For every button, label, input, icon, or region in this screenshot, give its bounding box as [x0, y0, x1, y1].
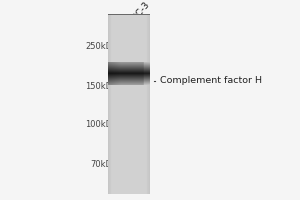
Text: Complement factor H: Complement factor H	[160, 76, 262, 85]
Text: 100kDa: 100kDa	[85, 120, 118, 129]
Text: 250kDa: 250kDa	[85, 42, 118, 51]
Text: 150kDa: 150kDa	[85, 82, 118, 91]
Text: 70kDa: 70kDa	[91, 160, 118, 169]
Text: BxPC-3: BxPC-3	[124, 0, 151, 30]
